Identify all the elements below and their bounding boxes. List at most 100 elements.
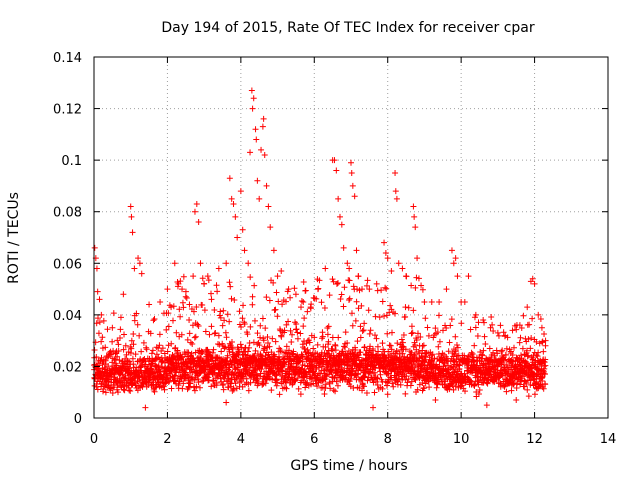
data-point [104,326,111,333]
data-point [419,286,426,293]
data-point [259,123,266,130]
data-point [362,350,369,357]
data-point [476,386,483,393]
data-point [324,331,331,338]
data-point [314,341,321,348]
data-point [408,349,415,356]
data-point [329,276,336,283]
data-point [223,260,230,267]
data-point [412,342,419,349]
data-point [480,347,487,354]
data-point [113,349,120,356]
data-point [392,170,399,177]
data-point [316,277,323,284]
data-point [135,255,142,262]
data-point [290,348,297,355]
data-point [529,275,536,282]
data-point [430,334,437,341]
data-point [442,322,449,329]
data-point [379,385,386,392]
data-point [287,294,294,301]
data-point [337,296,344,303]
data-point [165,310,172,317]
data-point [126,387,133,394]
data-point [289,363,296,370]
data-point [428,357,435,364]
data-point [497,379,504,386]
data-point [274,313,281,320]
data-point [379,298,386,305]
data-point [256,195,263,202]
data-point [502,351,509,358]
data-point [467,326,474,333]
data-point [300,298,307,305]
data-point [245,260,252,267]
data-point [157,298,164,305]
data-point [259,357,266,364]
data-point [542,337,549,344]
data-point [136,332,143,339]
data-point [230,386,237,393]
data-point [174,349,181,356]
x-tick-label: 10 [453,432,470,447]
data-point [533,338,540,345]
data-point [291,378,298,385]
data-point [400,368,407,375]
data-point [193,200,200,207]
data-point [386,342,393,349]
data-point [421,356,428,363]
data-point [400,332,407,339]
data-point [493,347,500,354]
data-point [149,347,156,354]
data-point [239,226,246,233]
data-point [352,317,359,324]
data-point [431,355,438,362]
data-point [513,326,520,333]
data-point [373,335,380,342]
data-point [321,304,328,311]
data-point [273,382,280,389]
data-point [302,287,309,294]
data-point [348,170,355,177]
data-point [236,349,243,356]
data-point [357,349,364,356]
data-point [408,282,415,289]
data-point [288,339,295,346]
data-point [357,323,364,330]
data-point [168,385,175,392]
data-point [384,330,391,337]
data-point [131,379,138,386]
data-point [212,357,219,364]
data-point [331,157,338,164]
data-point [264,340,271,347]
data-point [102,344,109,351]
data-point [252,126,259,133]
data-point [541,371,548,378]
data-point [497,322,504,329]
data-point [127,388,134,395]
data-point [429,351,436,358]
data-point [151,315,158,322]
data-point [322,265,329,272]
data-point [406,354,413,361]
data-point [191,208,198,215]
y-axis-label: ROTI / TECUs [6,192,22,284]
data-point [414,255,421,262]
data-point [355,273,362,280]
data-point [153,351,160,358]
data-point [214,354,221,361]
data-point [261,345,268,352]
data-point [458,320,465,327]
data-point [173,329,180,336]
data-point [208,296,215,303]
data-point [303,355,310,362]
data-point [447,364,454,371]
data-point [237,188,244,195]
data-point [297,330,304,337]
data-point [213,282,220,289]
data-point [175,357,182,364]
data-point [467,377,474,384]
data-point [195,379,202,386]
data-point [293,320,300,327]
data-point [187,339,194,346]
